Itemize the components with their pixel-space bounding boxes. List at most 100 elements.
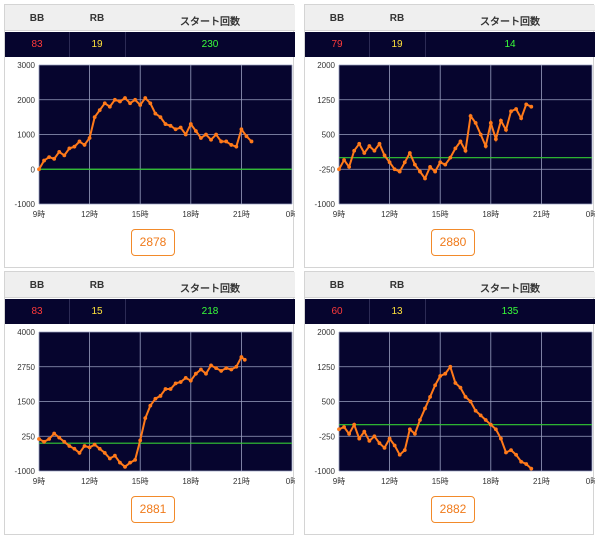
data-point (158, 115, 163, 120)
data-point (239, 355, 244, 359)
y-tick-label: -250 (319, 432, 336, 441)
data-point (67, 444, 72, 448)
data-point (493, 427, 498, 432)
stats-values: 79 19 14 (305, 32, 595, 57)
y-tick-label: 2000 (17, 96, 35, 105)
data-point (367, 438, 372, 443)
data-point (229, 367, 234, 372)
data-point (234, 144, 239, 149)
data-point (97, 446, 102, 451)
data-point (57, 435, 62, 440)
data-point (158, 394, 163, 398)
data-point (118, 460, 122, 465)
bb-header: BB (329, 13, 345, 24)
data-point (504, 127, 508, 132)
data-point (82, 143, 87, 147)
x-tick-label: 12時 (81, 210, 98, 219)
data-point (67, 146, 72, 151)
data-point (163, 387, 168, 391)
data-point (42, 158, 46, 163)
rb-value: 15 (91, 306, 103, 317)
data-point (148, 101, 153, 106)
data-point (153, 396, 158, 401)
data-point (214, 132, 219, 137)
x-tick-label: 15時 (132, 210, 149, 219)
data-point (504, 450, 508, 455)
data-point (37, 167, 41, 172)
data-point (42, 439, 46, 444)
machine-number-link[interactable]: 2882 (431, 496, 475, 523)
column-divider (425, 32, 426, 57)
x-tick-label: 0時 (586, 477, 595, 486)
data-point (107, 104, 112, 109)
stats-header: BB RB スタート回数 (305, 272, 595, 298)
data-point (438, 374, 443, 378)
data-point (402, 160, 407, 165)
data-point (392, 443, 397, 448)
data-point (92, 115, 97, 120)
x-tick-label: 9時 (333, 210, 345, 219)
data-point (52, 156, 57, 161)
data-point (143, 416, 148, 421)
machine-number-link[interactable]: 2880 (431, 229, 475, 256)
machine-number-link[interactable]: 2881 (131, 496, 175, 523)
column-divider (69, 32, 70, 57)
data-point (47, 155, 52, 159)
data-point (347, 432, 352, 436)
x-tick-label: 12時 (381, 210, 398, 219)
column-divider (125, 32, 126, 57)
data-point (382, 153, 387, 158)
x-tick-label: 21時 (533, 477, 550, 486)
data-point (423, 406, 427, 411)
data-point (488, 121, 493, 125)
data-point (87, 136, 92, 140)
y-tick-label: 3000 (17, 61, 35, 70)
data-point (173, 381, 178, 386)
data-point (377, 441, 382, 446)
data-point (397, 452, 402, 457)
data-point (352, 148, 357, 153)
data-point (244, 134, 249, 139)
column-divider (425, 299, 426, 324)
bb-value: 83 (31, 306, 43, 317)
data-point (453, 381, 458, 385)
data-point (183, 132, 188, 137)
data-point (163, 122, 168, 126)
data-point (204, 132, 208, 137)
column-divider (369, 32, 370, 57)
stats-header: BB RB スタート回数 (5, 5, 295, 31)
y-tick-label: 2750 (17, 363, 35, 372)
rb-value: 19 (391, 39, 403, 50)
data-point (133, 97, 138, 102)
data-point (514, 107, 518, 111)
data-point (387, 436, 392, 441)
y-tick-label: 1250 (317, 96, 335, 105)
data-point (123, 96, 127, 100)
y-tick-label: -1000 (15, 467, 36, 476)
bb-value: 83 (31, 39, 43, 50)
data-point (188, 122, 193, 126)
data-point (342, 158, 346, 162)
x-tick-label: 0時 (286, 210, 295, 219)
data-point (377, 141, 382, 146)
data-point (168, 387, 173, 391)
data-point (204, 371, 208, 376)
data-point (468, 114, 473, 118)
x-tick-label: 18時 (482, 477, 499, 486)
data-point (188, 378, 193, 383)
data-point (453, 146, 458, 151)
y-tick-label: 1000 (17, 131, 35, 140)
data-point (209, 363, 213, 368)
data-point (524, 462, 529, 466)
machine-number-link[interactable]: 2878 (131, 229, 175, 256)
data-point (483, 144, 488, 148)
data-point (443, 162, 448, 167)
data-point (47, 437, 52, 441)
rb-header: RB (89, 13, 105, 24)
x-tick-label: 9時 (333, 477, 345, 486)
bb-header: BB (29, 280, 45, 291)
data-point (138, 103, 143, 107)
